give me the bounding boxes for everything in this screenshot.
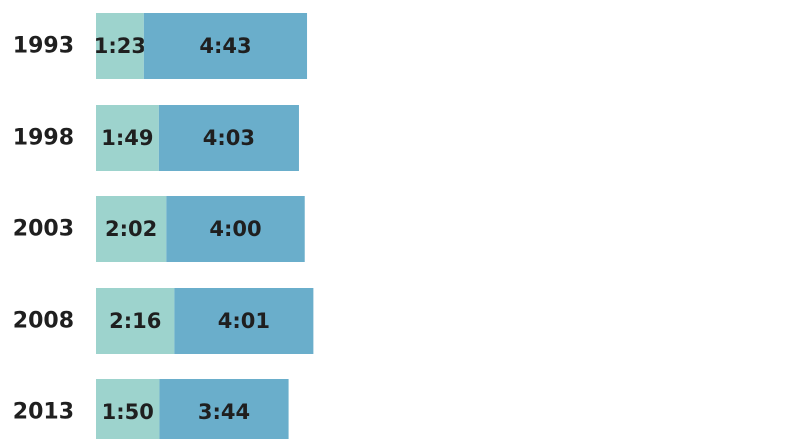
bar-segment-2-2003 bbox=[166, 196, 305, 262]
bar-label-2-2013: 3:44 bbox=[198, 400, 250, 424]
bar-segment-1-1998 bbox=[96, 105, 159, 171]
bar-label-1-2013: 1:50 bbox=[102, 400, 154, 424]
year-label-2008: 2008 bbox=[13, 309, 74, 334]
year-label-1998: 1998 bbox=[13, 126, 74, 151]
bar-label-2-1993: 4:43 bbox=[199, 34, 251, 58]
year-label-2013: 2013 bbox=[13, 400, 74, 425]
bar-label-1-2003: 2:02 bbox=[105, 217, 157, 241]
bar-label-2-2008: 4:01 bbox=[218, 309, 270, 333]
bar-label-1-1993: 1:23 bbox=[94, 34, 146, 58]
year-label-2003: 2003 bbox=[13, 217, 74, 242]
bar-segment-1-2003 bbox=[96, 196, 167, 262]
year-label-1993: 1993 bbox=[13, 34, 74, 59]
bar-label-1-1998: 1:49 bbox=[101, 126, 153, 150]
bar-segment-1-1993 bbox=[96, 13, 144, 79]
bar-segment-2-2013 bbox=[159, 379, 289, 439]
bar-segment-1-2013 bbox=[96, 379, 160, 439]
bar-segment-2-2008 bbox=[174, 288, 314, 354]
bar-label-2-1998: 4:03 bbox=[203, 126, 255, 150]
bar-label-2-2003: 4:00 bbox=[209, 217, 261, 241]
bar-segment-2-1993 bbox=[143, 13, 308, 79]
bar-label-1-2008: 2:16 bbox=[109, 309, 161, 333]
bar-segment-2-1998 bbox=[158, 105, 299, 171]
bar-segment-1-2008 bbox=[96, 288, 175, 354]
